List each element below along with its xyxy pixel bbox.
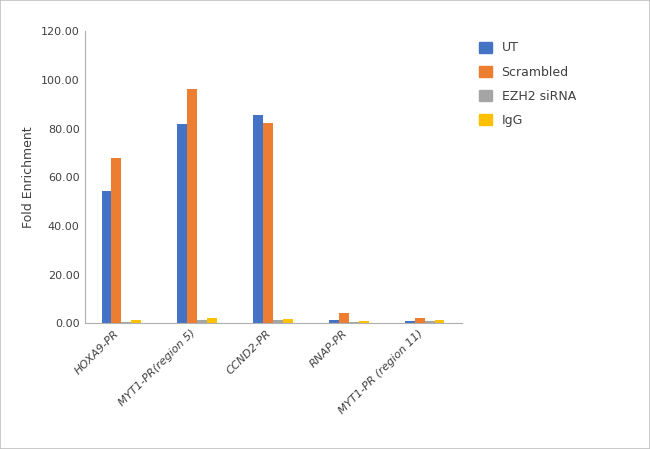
Bar	[359, 321, 369, 323]
Bar	[101, 191, 112, 323]
Legend: UT, Scrambled, EZH2 siRNA, IgG: UT, Scrambled, EZH2 siRNA, IgG	[475, 38, 580, 131]
Bar	[263, 123, 273, 323]
Bar	[434, 320, 445, 323]
Y-axis label: Fold Enrichment: Fold Enrichment	[22, 127, 35, 228]
Bar	[112, 158, 122, 323]
Bar	[273, 320, 283, 323]
Bar	[329, 321, 339, 323]
Bar	[207, 318, 217, 323]
Bar	[122, 322, 131, 323]
Bar	[254, 115, 263, 323]
Bar	[405, 321, 415, 323]
Bar	[424, 321, 434, 323]
Bar	[339, 313, 349, 323]
Bar	[415, 318, 424, 323]
Bar	[349, 322, 359, 323]
Bar	[283, 319, 292, 323]
Bar	[131, 321, 141, 323]
Bar	[197, 320, 207, 323]
Bar	[187, 88, 197, 323]
Bar	[177, 124, 187, 323]
